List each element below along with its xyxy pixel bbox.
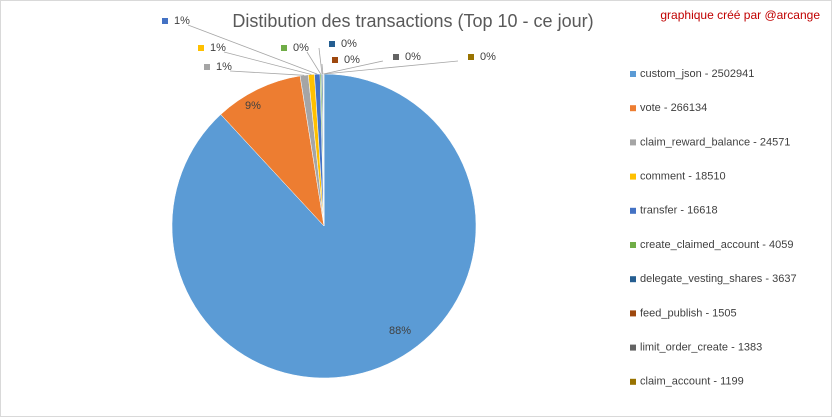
- label-marker: [468, 54, 474, 60]
- legend-label: feed_publish - 1505: [640, 307, 737, 319]
- legend-marker: [630, 105, 636, 112]
- legend-label: claim_reward_balance - 24571: [640, 136, 790, 148]
- label-marker: [332, 57, 338, 63]
- legend-label: transfer - 16618: [640, 205, 718, 217]
- leader-line: [323, 60, 459, 75]
- legend-marker: [630, 71, 636, 77]
- chart-title: Distibution des transactions (Top 10 - c…: [232, 11, 593, 31]
- data-label: 1%: [216, 61, 232, 73]
- data-label: 88%: [389, 325, 411, 337]
- label-marker: [204, 64, 210, 70]
- legend-marker: [630, 173, 636, 180]
- label-marker: [162, 18, 168, 24]
- legend-marker: [630, 344, 636, 351]
- label-marker: [393, 54, 399, 60]
- legend-marker: [630, 207, 636, 214]
- legend-marker: [630, 276, 636, 283]
- legend-label: delegate_vesting_shares - 3637: [640, 273, 797, 285]
- data-label: 0%: [293, 42, 309, 54]
- legend-label: limit_order_create - 1383: [640, 342, 762, 354]
- leader-line: [223, 51, 312, 75]
- legend-label: vote - 266134: [640, 102, 707, 114]
- label-marker: [329, 41, 335, 47]
- chart-subtitle: graphique créé par @arcange: [660, 8, 820, 22]
- legend-marker: [630, 139, 636, 146]
- data-label: 0%: [480, 51, 496, 63]
- leader-line: [306, 51, 322, 75]
- label-marker: [281, 45, 287, 51]
- label-marker: [198, 45, 204, 51]
- legend-marker: [630, 378, 636, 385]
- data-label: 0%: [405, 51, 421, 63]
- leader-line: [229, 70, 305, 76]
- legend-label: claim_account - 1199: [640, 376, 744, 388]
- legend-marker: [630, 242, 636, 248]
- legend-label: create_claimed_account - 4059: [640, 239, 793, 251]
- leader-line: [187, 24, 318, 75]
- data-label: 0%: [344, 54, 360, 66]
- legend-marker: [630, 310, 636, 317]
- legend-label: custom_json - 2502941: [640, 68, 754, 80]
- pie-slice: [171, 73, 477, 379]
- data-label: 1%: [174, 15, 190, 27]
- leader-line: [318, 47, 323, 75]
- leader-line: [323, 60, 384, 75]
- leader-line: [321, 63, 324, 75]
- data-label: 0%: [341, 38, 357, 50]
- data-label: 1%: [210, 42, 226, 54]
- data-label: 9%: [245, 100, 261, 112]
- pie-slice: [220, 75, 325, 227]
- legend-label: comment - 18510: [640, 171, 726, 183]
